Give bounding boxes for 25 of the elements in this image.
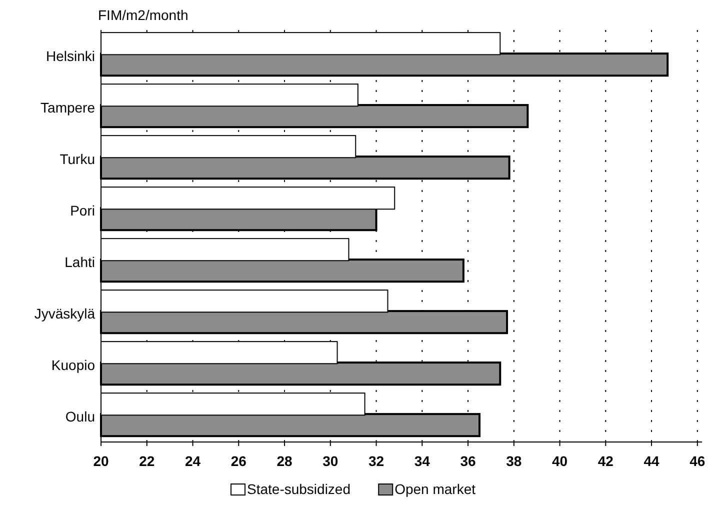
x-tick-label: 26 xyxy=(230,453,247,469)
x-tick-label: 38 xyxy=(506,453,522,469)
x-tick-label: 46 xyxy=(690,453,706,469)
y-tick-label: Oulu xyxy=(65,408,95,424)
x-tick-label: 40 xyxy=(552,453,568,469)
legend-label: State-subsidized xyxy=(247,481,351,497)
x-tick-label: 44 xyxy=(644,453,660,469)
y-tick-label: Kuopio xyxy=(51,356,96,373)
x-tick-label: 30 xyxy=(322,453,338,469)
x-axis-title: FIM/m2/month xyxy=(98,7,188,23)
y-tick-label: Helsinki xyxy=(46,48,95,64)
x-tick-label: 28 xyxy=(276,453,293,469)
x-tick-label: 22 xyxy=(139,453,155,469)
x-tick-label: 36 xyxy=(460,453,476,469)
x-tick-label: 34 xyxy=(414,453,430,469)
y-tick-label: Jyväskylä xyxy=(34,305,96,322)
x-tick-label: 42 xyxy=(598,453,614,469)
x-tick-label: 20 xyxy=(93,453,109,469)
y-tick-label: Pori xyxy=(70,202,95,218)
y-tick-label: Lahti xyxy=(64,254,95,270)
legend-label: Open market xyxy=(394,481,476,497)
x-tick-label: 24 xyxy=(184,453,201,469)
y-tick-label: Tampere xyxy=(40,99,96,116)
y-tick-label: Turku xyxy=(60,150,95,167)
x-tick-label: 32 xyxy=(368,453,384,469)
